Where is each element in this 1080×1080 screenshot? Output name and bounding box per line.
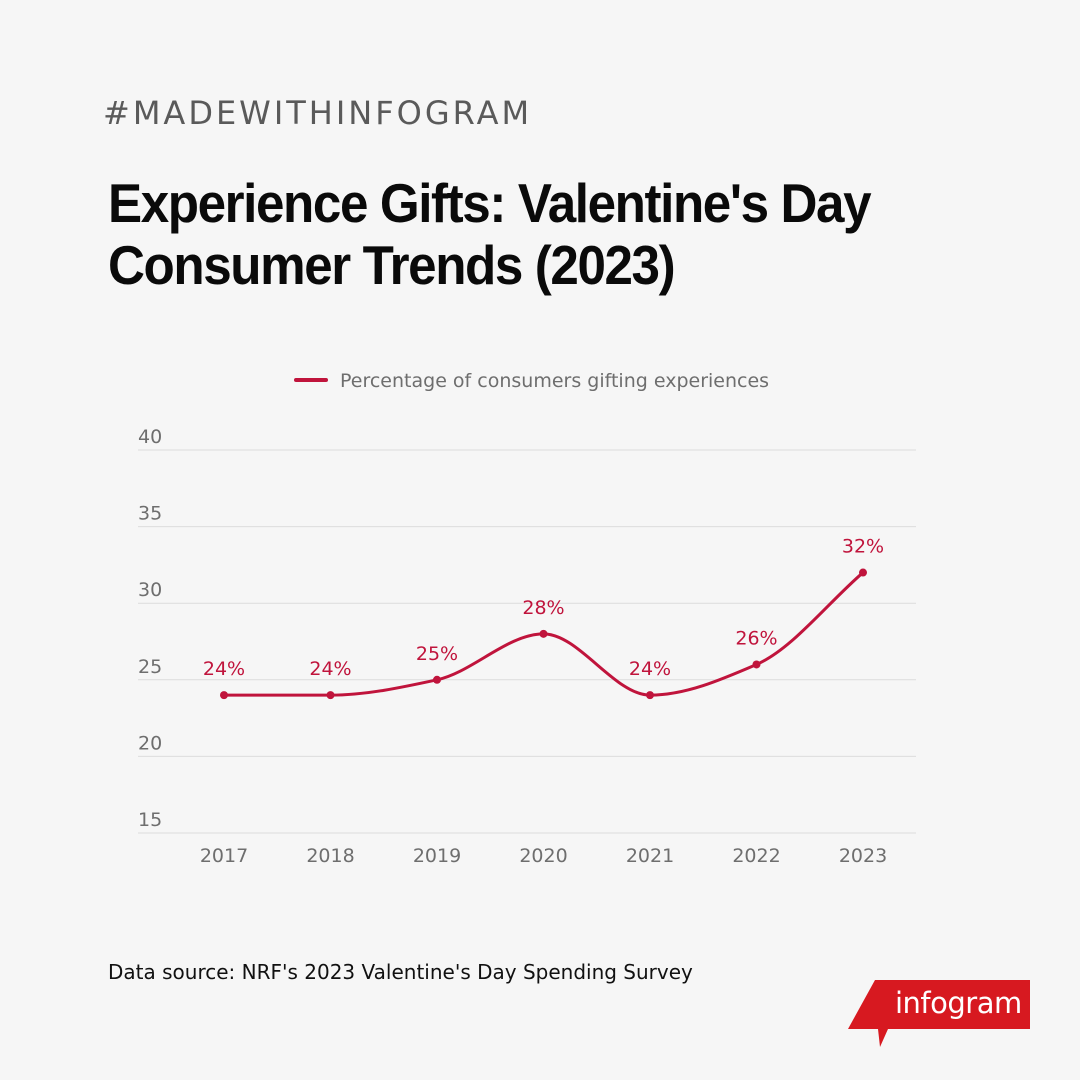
- data-point[interactable]: [326, 691, 335, 700]
- y-tick-label: 25: [138, 656, 162, 678]
- data-source-note: Data source: NRF's 2023 Valentine's Day …: [108, 960, 693, 984]
- x-tick-label: 2017: [200, 845, 248, 867]
- x-tick-label: 2018: [306, 845, 354, 867]
- y-tick-label: 40: [138, 426, 162, 448]
- y-axis: 40 35 30 25 20 15: [138, 426, 162, 831]
- data-point[interactable]: [220, 691, 228, 700]
- title-line-2: Consumer Trends (2023): [108, 234, 676, 296]
- data-label: 26%: [735, 627, 777, 649]
- page-title: Experience Gifts: Valentine's Day Consum…: [108, 172, 926, 296]
- x-tick-label: 2023: [839, 845, 887, 867]
- infogram-logo-text: infogram: [895, 986, 1022, 1020]
- x-axis: 2017 2018 2019 2020 2021 2022 2023: [200, 845, 887, 867]
- data-point[interactable]: [433, 675, 441, 684]
- data-label: 24%: [629, 658, 671, 680]
- chart-legend[interactable]: Percentage of consumers gifting experien…: [294, 370, 769, 392]
- data-label: 25%: [416, 643, 458, 665]
- data-label: 24%: [309, 658, 351, 680]
- data-label: 32%: [842, 536, 884, 558]
- x-tick-label: 2020: [519, 845, 567, 867]
- infogram-logo-badge[interactable]: [848, 980, 1032, 1050]
- x-tick-label: 2019: [413, 845, 461, 867]
- y-tick-label: 20: [138, 732, 162, 754]
- data-point[interactable]: [539, 629, 548, 638]
- data-point[interactable]: [752, 660, 761, 669]
- legend-label: Percentage of consumers gifting experien…: [340, 370, 769, 392]
- data-point[interactable]: [859, 568, 867, 577]
- data-point[interactable]: [646, 691, 654, 700]
- hashtag: #MADEWITHINFOGRAM: [103, 94, 533, 132]
- chart-gridlines: [138, 449, 916, 834]
- data-labels: 24% 24% 25% 28% 24% 26% 32%: [203, 536, 884, 681]
- y-tick-label: 30: [138, 579, 162, 601]
- y-tick-label: 35: [138, 503, 162, 525]
- x-tick-label: 2021: [626, 845, 674, 867]
- data-label: 24%: [203, 658, 245, 680]
- x-tick-label: 2022: [732, 845, 780, 867]
- data-points[interactable]: [220, 568, 867, 700]
- y-tick-label: 15: [138, 809, 162, 831]
- data-label: 28%: [522, 597, 564, 619]
- title-line-1: Experience Gifts: Valentine's Day: [108, 172, 872, 234]
